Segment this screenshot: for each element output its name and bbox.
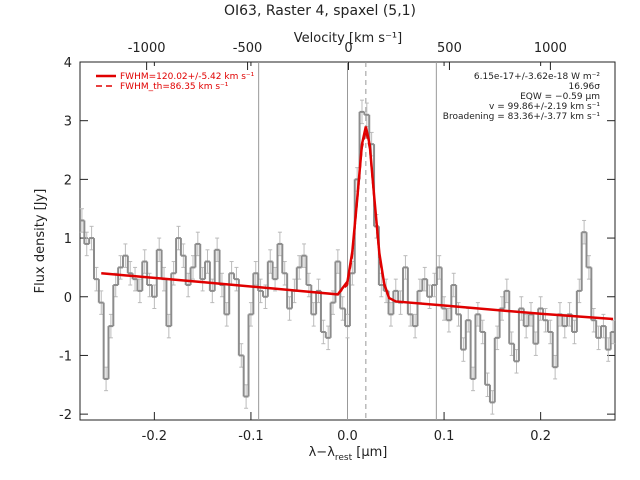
y-tick-label: 0 <box>64 291 72 306</box>
y-tick-label: 2 <box>64 173 72 188</box>
annotation: 16.96σ <box>569 82 601 92</box>
x-tick-label: 0.1 <box>434 429 455 444</box>
legend-label: FWHM_th=86.35 km s⁻¹ <box>120 82 229 92</box>
annotation: 6.15e-17+/-3.62e-18 W m⁻² <box>474 72 601 82</box>
x-tick-label: -0.1 <box>238 429 263 444</box>
x-tick-label: 0.2 <box>530 429 551 444</box>
v-tick-label: -500 <box>233 41 263 56</box>
x-tick-label: 0.0 <box>337 429 358 444</box>
y-tick-label: -1 <box>59 349 72 364</box>
x-label-sub: rest <box>335 453 353 463</box>
y-tick-label: 3 <box>64 115 72 130</box>
top-axis-label: Velocity [km s⁻¹] <box>294 31 402 46</box>
annotation: v = 99.86+/-2.19 km s⁻¹ <box>489 102 600 112</box>
chart-title: OI63, Raster 4, spaxel (5,1) <box>224 3 416 19</box>
v-tick-label: 500 <box>437 41 462 56</box>
x-label-unit: [μm] <box>352 445 387 460</box>
model-line <box>101 126 614 321</box>
annotation: Broadening = 83.36+/-3.77 km s⁻¹ <box>443 112 601 122</box>
x-label-main: λ−λ <box>309 445 336 460</box>
y-axis-label: Flux density [Jy] <box>33 189 48 294</box>
model-line <box>337 131 390 299</box>
annotation: EQW = −0.59 μm <box>520 92 600 102</box>
v-tick-label: 1000 <box>534 41 567 56</box>
y-tick-label: 4 <box>64 56 72 71</box>
y-tick-label: -2 <box>59 408 72 423</box>
legend-label: FWHM=120.02+/-5.42 km s⁻¹ <box>120 72 255 82</box>
v-tick-label: 0 <box>344 41 352 56</box>
x-axis-label: λ−λrest [μm] <box>309 445 388 463</box>
y-tick-label: 1 <box>64 232 72 247</box>
v-tick-label: -1000 <box>128 41 166 56</box>
x-tick-label: -0.2 <box>142 429 167 444</box>
